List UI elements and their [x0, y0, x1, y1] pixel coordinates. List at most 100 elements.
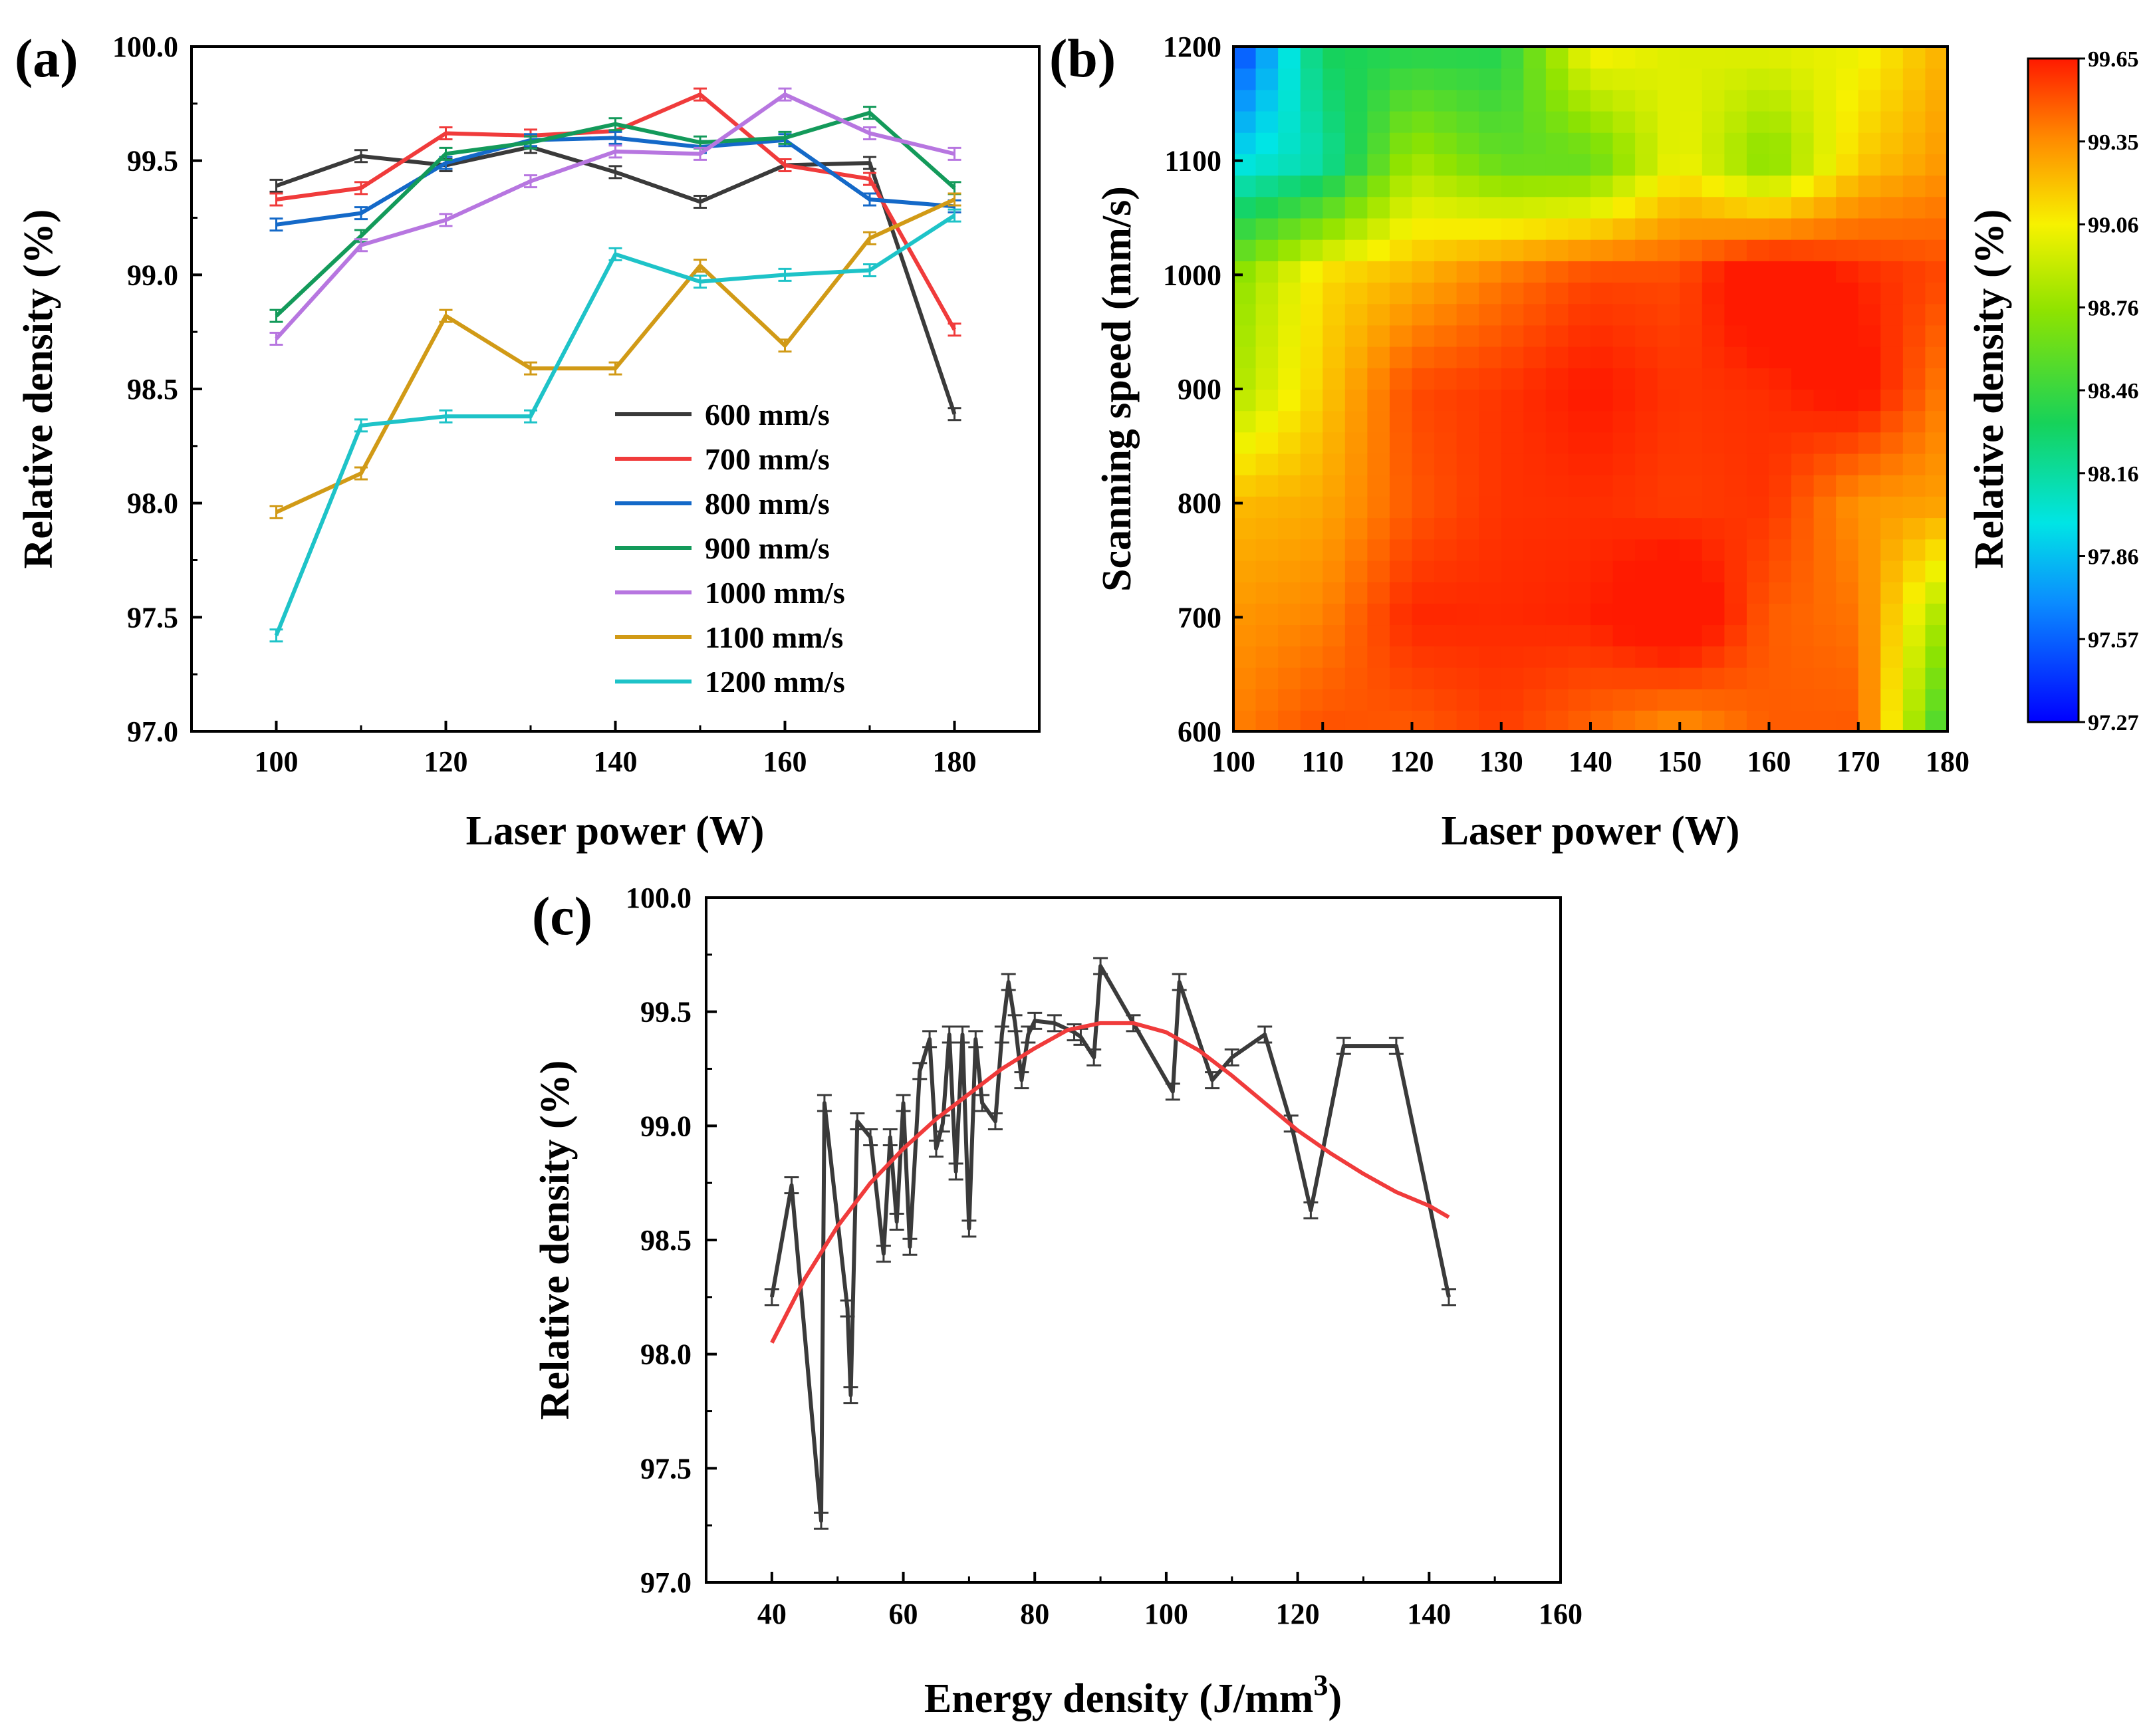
heatmap-cell: [1657, 688, 1681, 711]
heatmap-cell: [1456, 89, 1480, 112]
heatmap-cell: [1791, 410, 1815, 433]
heatmap-cell: [1657, 239, 1681, 261]
heatmap-cell: [1523, 474, 1547, 497]
heatmap-cell: [1323, 153, 1346, 176]
heatmap-cell: [1412, 89, 1436, 112]
heatmap-cell: [1590, 282, 1614, 305]
heatmap-cell: [1568, 474, 1591, 497]
heatmap-cell: [1858, 47, 1882, 69]
error-bar: [269, 628, 283, 643]
heatmap-cell: [1255, 432, 1279, 454]
heatmap-cell: [1858, 688, 1882, 711]
heatmap-cell: [1344, 47, 1368, 69]
heatmap-cell: [1233, 324, 1257, 347]
heatmap-cell: [1389, 389, 1413, 412]
heatmap-cell: [1389, 132, 1413, 154]
heatmap-cell: [1657, 132, 1681, 154]
heatmap-cell: [1278, 153, 1301, 176]
heatmap-cell: [1412, 196, 1436, 219]
heatmap-cell: [1523, 539, 1547, 561]
heatmap-cell: [1523, 367, 1547, 390]
heatmap-cell: [1925, 346, 1948, 368]
y-tick-label: 600: [1178, 715, 1221, 748]
heatmap-cell: [1412, 132, 1436, 154]
error-bar: [608, 247, 622, 261]
heatmap-cell: [1456, 602, 1480, 626]
x-tick-label: 120: [424, 745, 468, 778]
x-tick-label: 100: [1211, 745, 1255, 778]
heatmap-cell: [1523, 581, 1547, 604]
heatmap-cell: [1813, 367, 1837, 390]
heatmap-cell: [1880, 260, 1904, 283]
error-bar: [269, 178, 283, 193]
heatmap-cell: [1479, 432, 1502, 454]
heatmap-cell: [1925, 389, 1948, 412]
panel-a-legend: 600 mm/s 700 mm/s 800 mm/s 900 mm/s 1000 mm/…: [615, 398, 845, 699]
heatmap-cell: [1769, 346, 1793, 368]
heatmap-cell: [1902, 110, 1926, 133]
heatmap-cell: [1657, 367, 1681, 390]
heatmap-cell: [1836, 47, 1859, 69]
heatmap-cell: [1657, 602, 1681, 626]
heatmap-cell: [1657, 517, 1681, 540]
heatmap-cell: [1523, 282, 1547, 305]
error-bar: [524, 409, 537, 424]
y-tick-label: 98.5: [127, 373, 178, 406]
heatmap-cell: [1479, 646, 1502, 668]
heatmap-cell: [1456, 389, 1480, 412]
heatmap-cell: [1367, 688, 1390, 711]
heatmap-cell: [1278, 217, 1301, 240]
legend-label: 800 mm/s: [705, 487, 830, 521]
heatmap-cell: [1233, 68, 1257, 90]
heatmap-cell: [1813, 667, 1837, 689]
error-bar: [439, 213, 453, 227]
heatmap-cell: [1680, 303, 1703, 326]
heatmap-cell: [1836, 581, 1859, 604]
heatmap-cell: [1278, 89, 1301, 112]
heatmap-cell: [1858, 282, 1882, 305]
heatmap-cell: [1389, 89, 1413, 112]
heatmap-cell: [1880, 560, 1904, 582]
heatmap-cell: [1300, 624, 1324, 647]
heatmap-cell: [1412, 153, 1436, 176]
error-bar: [608, 117, 622, 132]
heatmap-cell: [1233, 560, 1257, 582]
heatmap-cell: [1635, 303, 1658, 326]
heatmap-cell: [1323, 260, 1346, 283]
heatmap-cell: [1791, 517, 1815, 540]
heatmap-cell: [1412, 239, 1436, 261]
panel-c-label: (c): [532, 886, 592, 946]
heatmap-cell: [1635, 432, 1658, 454]
error-bar: [269, 309, 283, 323]
heatmap-cell: [1323, 539, 1346, 561]
heatmap-cell: [1434, 110, 1458, 133]
series-line-1200-mm-s: [274, 213, 956, 636]
heatmap-cell: [1434, 367, 1458, 390]
heatmap-cell: [1657, 110, 1681, 133]
heatmap-cell: [1612, 324, 1636, 347]
heatmap-cell: [1880, 389, 1904, 412]
heatmap-cell: [1612, 217, 1636, 240]
colorbar-tick-label: 98.46: [2088, 379, 2139, 404]
error-bar: [354, 181, 368, 195]
heatmap-cell: [1836, 303, 1859, 326]
heatmap-cell: [1367, 602, 1390, 626]
heatmap-cell: [1791, 495, 1815, 519]
heatmap-cell: [1612, 432, 1636, 454]
heatmap-cell: [1724, 389, 1747, 412]
heatmap-cell: [1746, 602, 1770, 626]
heatmap-cell: [1724, 260, 1747, 283]
heatmap-cell: [1858, 89, 1882, 112]
heatmap-cell: [1702, 688, 1725, 711]
y-tick-label: 1100: [1164, 145, 1221, 178]
heatmap-cell: [1925, 410, 1948, 433]
heatmap-cell: [1434, 153, 1458, 176]
heatmap-cell: [1657, 175, 1681, 197]
heatmap-cell: [1568, 239, 1591, 261]
heatmap-cell: [1702, 324, 1725, 347]
heatmap-cell: [1925, 153, 1948, 176]
heatmap-cell: [1568, 346, 1591, 368]
heatmap-cell: [1813, 47, 1837, 69]
heatmap-cell: [1300, 495, 1324, 519]
heatmap-cell: [1523, 324, 1547, 347]
